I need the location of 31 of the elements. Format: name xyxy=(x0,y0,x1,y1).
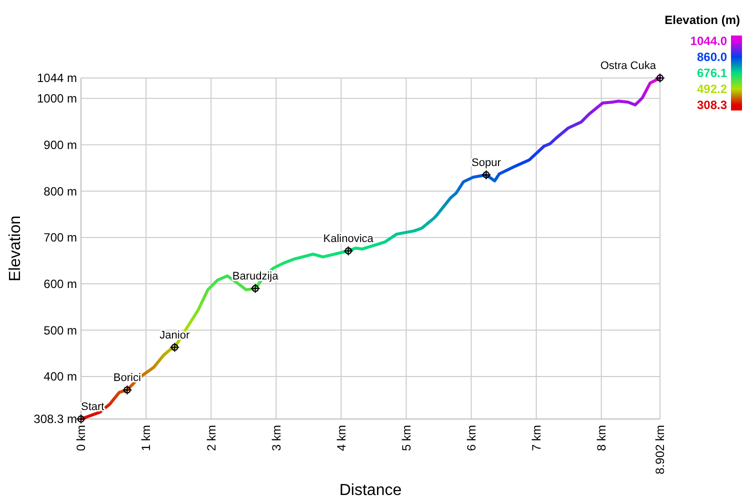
x-tick-label: 4 km xyxy=(334,425,348,452)
x-tick-label: 7 km xyxy=(529,425,544,452)
y-tick-label: 1000 m xyxy=(36,92,77,106)
y-tick-label: 308.3 m xyxy=(34,412,78,426)
y-tick-label: 600 m xyxy=(44,276,77,291)
y-axis-title: Elevation xyxy=(7,216,24,282)
annotation: Start xyxy=(81,401,104,413)
y-tick-label: 900 m xyxy=(44,138,77,152)
color-bar-label: 1044.0 xyxy=(690,34,728,48)
y-tick-label: 700 m xyxy=(44,230,77,245)
annotation: Kalinovica xyxy=(323,232,374,245)
x-tick-label: 5 km xyxy=(399,425,414,452)
x-tick-label: 8.902 km xyxy=(653,424,668,474)
color-bar-label: 860.0 xyxy=(696,50,728,64)
annotation: Ostra Cuka xyxy=(600,60,657,72)
y-tick-label: 800 m xyxy=(44,184,77,198)
color-bar-title: Elevation (m) xyxy=(664,13,740,27)
x-axis-title: Distance xyxy=(339,482,402,499)
color-bar-label: 676.1 xyxy=(696,66,728,80)
y-tick-label: 500 m xyxy=(44,323,77,338)
color-bar-label: 308.3 xyxy=(696,98,728,112)
x-tick-label: 3 km xyxy=(269,425,284,452)
y-tick-label: 1044 m xyxy=(36,71,77,86)
x-tick-label: 1 km xyxy=(139,425,154,452)
x-tick-label: 6 km xyxy=(464,425,478,452)
x-tick-label: 2 km xyxy=(204,425,218,452)
x-tick-label: 0 km xyxy=(74,425,88,452)
annotation: Sopur xyxy=(472,156,502,169)
y-tick-label: 400 m xyxy=(44,370,77,384)
x-tick-label: 8 km xyxy=(594,425,609,452)
color-bar-label: 492.2 xyxy=(696,82,728,96)
